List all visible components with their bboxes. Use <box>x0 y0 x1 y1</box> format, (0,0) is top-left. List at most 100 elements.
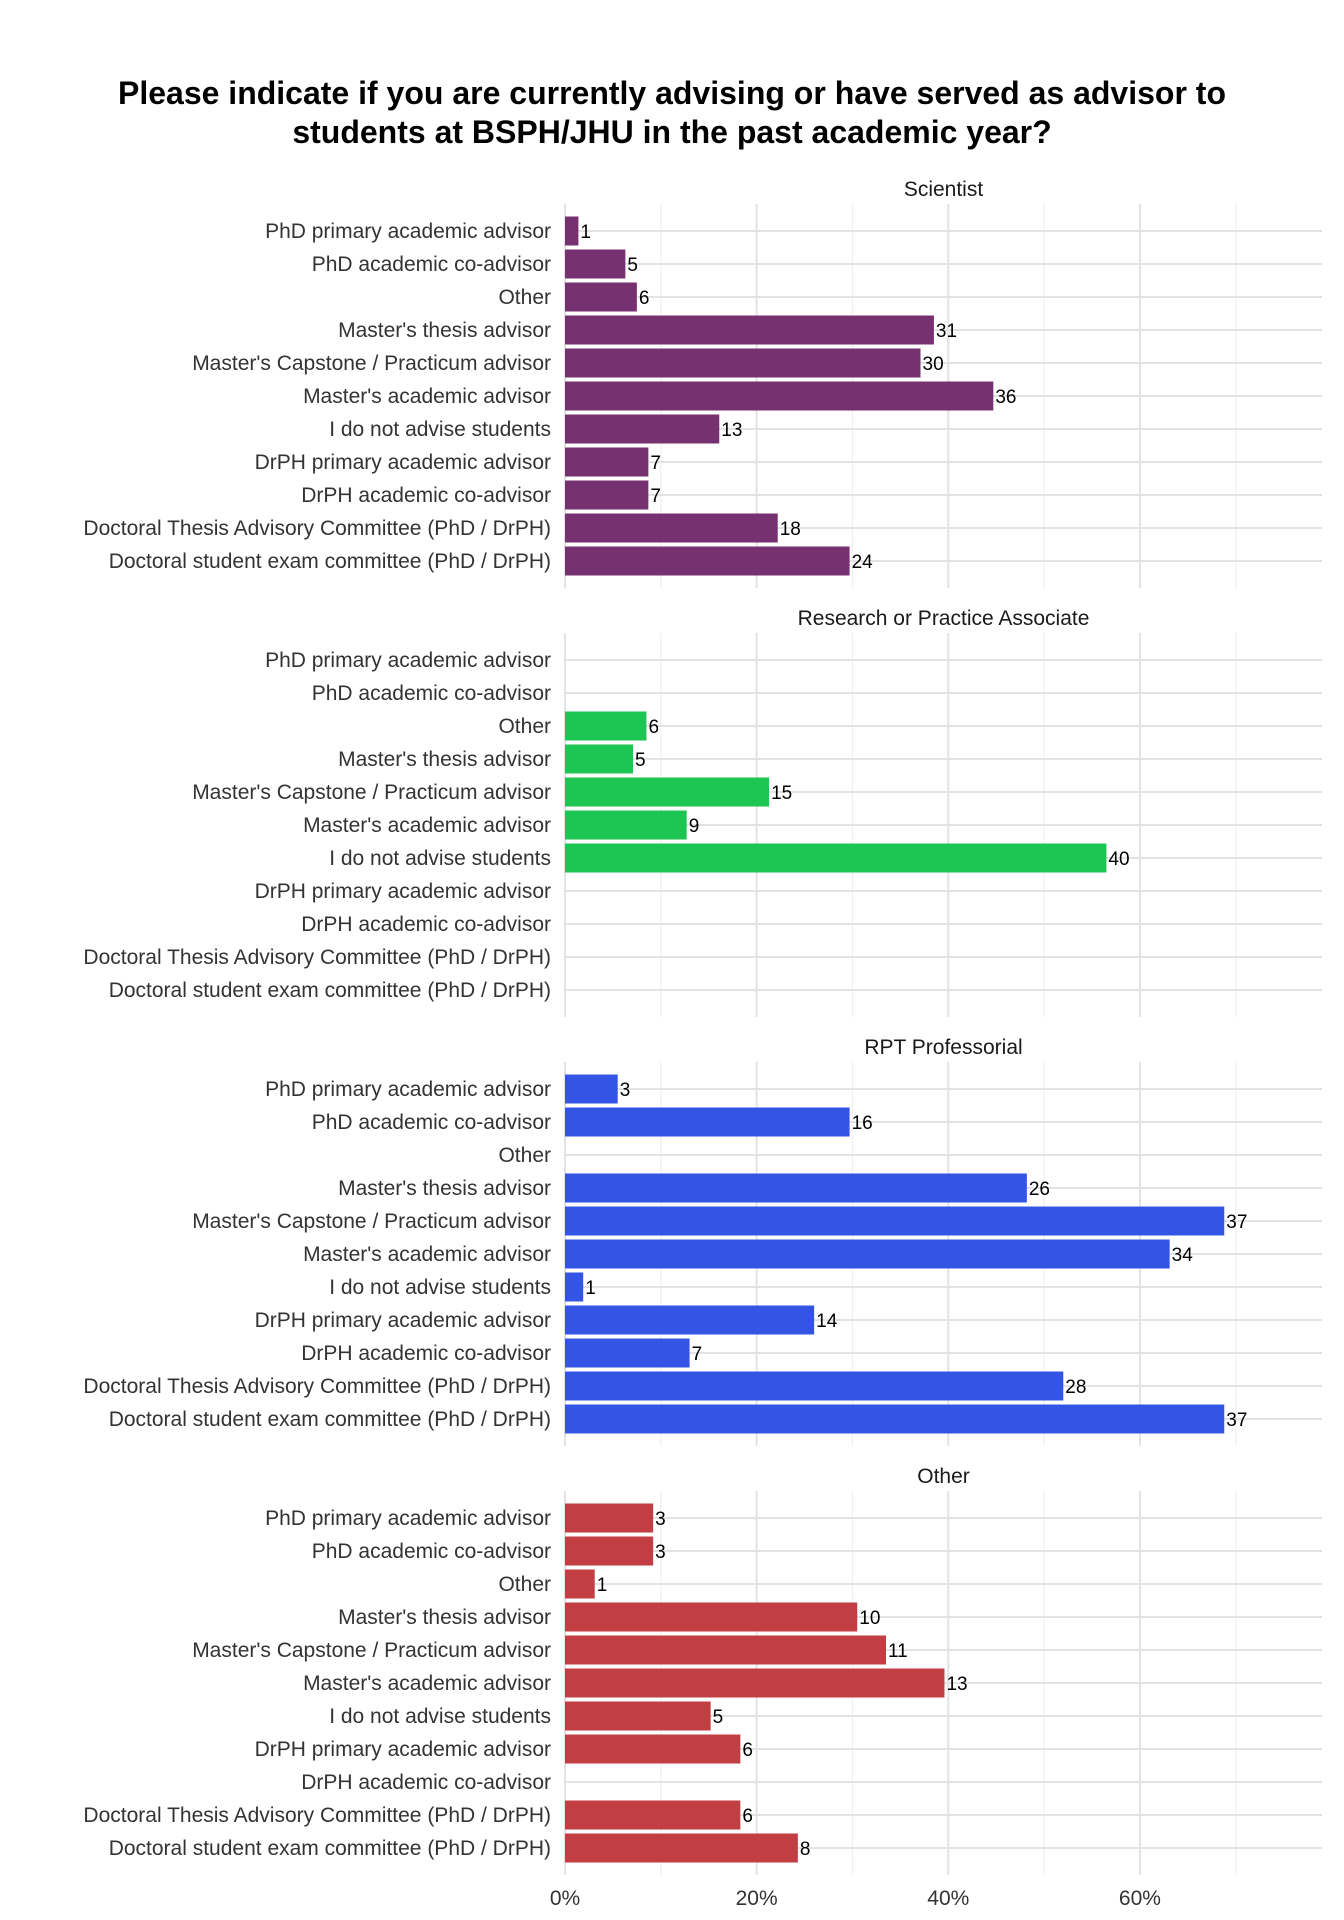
bar <box>565 1833 798 1863</box>
category-label: I do not advise students <box>329 1276 551 1299</box>
value-label: 1 <box>580 222 591 243</box>
value-label: 5 <box>627 255 638 276</box>
x-tick-label: 20% <box>736 1887 778 1910</box>
category-label: Master's Capstone / Practicum advisor <box>192 1210 551 1233</box>
bar <box>565 546 850 576</box>
value-label: 7 <box>650 486 661 507</box>
value-label: 16 <box>852 1113 873 1134</box>
category-label: Master's Capstone / Practicum advisor <box>192 781 551 804</box>
bar <box>565 1305 815 1335</box>
category-label: DrPH academic co-advisor <box>301 1771 551 1794</box>
category-label: PhD academic co-advisor <box>312 253 551 276</box>
panel-0: Scientist PhD primary academic advisor 1 Ph… <box>83 178 1322 588</box>
bar <box>565 777 770 807</box>
bar <box>565 1272 584 1302</box>
category-label: Master's academic advisor <box>303 385 551 408</box>
bar <box>565 315 934 345</box>
bar <box>565 1239 1170 1269</box>
bar <box>565 1371 1064 1401</box>
value-label: 3 <box>655 1509 666 1530</box>
bar <box>565 1404 1225 1434</box>
bar <box>565 414 720 444</box>
category-label: Master's academic advisor <box>303 1243 551 1266</box>
value-label: 1 <box>585 1278 596 1299</box>
value-label: 13 <box>946 1674 967 1695</box>
chart-title: Please indicate if you are currently adv… <box>118 75 1226 150</box>
bar <box>565 216 579 246</box>
value-label: 24 <box>852 552 874 573</box>
category-label: Master's thesis advisor <box>338 1606 551 1629</box>
bar <box>565 513 778 543</box>
category-label: Other <box>498 715 551 738</box>
bar <box>565 1668 945 1698</box>
value-label: 28 <box>1065 1377 1086 1398</box>
value-label: 6 <box>742 1740 753 1761</box>
value-label: 30 <box>923 354 944 375</box>
value-label: 37 <box>1226 1410 1247 1431</box>
category-label: DrPH academic co-advisor <box>301 913 551 936</box>
title-line-2: students at BSPH/JHU in the past academi… <box>292 114 1051 150</box>
bar <box>565 711 647 741</box>
category-label: Other <box>498 1144 551 1167</box>
x-tick-label: 60% <box>1119 1887 1161 1910</box>
value-label: 11 <box>888 1641 908 1662</box>
value-label: 26 <box>1029 1179 1050 1200</box>
value-label: 10 <box>859 1608 880 1629</box>
category-label: Other <box>498 286 551 309</box>
panel-title: Other <box>917 1465 970 1488</box>
bar <box>565 249 626 279</box>
panel-1: Research or Practice Associate PhD primar… <box>83 607 1322 1017</box>
category-label: PhD primary academic advisor <box>265 1078 551 1101</box>
category-label: I do not advise students <box>329 1705 551 1728</box>
category-label: DrPH primary academic advisor <box>255 1738 551 1761</box>
value-label: 1 <box>597 1575 608 1596</box>
value-label: 15 <box>771 783 792 804</box>
category-label: I do not advise students <box>329 418 551 441</box>
panel-title: RPT Professorial <box>864 1036 1022 1059</box>
bar <box>565 1338 690 1368</box>
value-label: 7 <box>650 453 661 474</box>
bar <box>565 810 687 840</box>
value-label: 8 <box>800 1839 811 1860</box>
value-label: 31 <box>936 321 957 342</box>
bar <box>565 1569 595 1599</box>
value-label: 9 <box>689 816 700 837</box>
category-label: Master's thesis advisor <box>338 1177 551 1200</box>
x-axis: 0% 20% 40% 60% <box>550 1887 1161 1910</box>
value-label: 13 <box>721 420 742 441</box>
category-label: Master's academic advisor <box>303 1672 551 1695</box>
category-label: DrPH academic co-advisor <box>301 484 551 507</box>
bar <box>565 1536 654 1566</box>
category-label: Master's Capstone / Practicum advisor <box>192 1639 551 1662</box>
value-label: 6 <box>648 717 659 738</box>
value-label: 6 <box>639 288 650 309</box>
category-label: Doctoral student exam committee (PhD / D… <box>109 1408 551 1431</box>
value-label: 5 <box>713 1707 724 1728</box>
category-label: PhD academic co-advisor <box>312 1111 551 1134</box>
value-label: 3 <box>655 1542 666 1563</box>
category-label: I do not advise students <box>329 847 551 870</box>
value-label: 7 <box>692 1344 703 1365</box>
value-label: 37 <box>1226 1212 1247 1233</box>
category-label: PhD academic co-advisor <box>312 1540 551 1563</box>
bar <box>565 1602 858 1632</box>
category-label: Master's thesis advisor <box>338 319 551 342</box>
title-line-1: Please indicate if you are currently adv… <box>118 75 1226 111</box>
bar <box>565 843 1107 873</box>
category-label: DrPH primary academic advisor <box>255 1309 551 1332</box>
category-label: PhD primary academic advisor <box>265 1507 551 1530</box>
bar <box>565 1173 1027 1203</box>
category-label: Master's Capstone / Practicum advisor <box>192 352 551 375</box>
bar <box>565 1635 887 1665</box>
bar <box>565 1734 741 1764</box>
panel-3: Other PhD primary academic advisor 3 PhD ac… <box>83 1465 1322 1875</box>
bar <box>565 348 921 378</box>
bar <box>565 1701 711 1731</box>
category-label: Doctoral Thesis Advisory Committee (PhD … <box>83 517 551 540</box>
category-label: PhD primary academic advisor <box>265 220 551 243</box>
value-label: 40 <box>1108 849 1129 870</box>
category-label: Doctoral student exam committee (PhD / D… <box>109 979 551 1002</box>
bar <box>565 1800 741 1830</box>
